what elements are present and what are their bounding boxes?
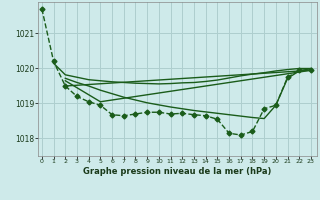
X-axis label: Graphe pression niveau de la mer (hPa): Graphe pression niveau de la mer (hPa) [84,167,272,176]
